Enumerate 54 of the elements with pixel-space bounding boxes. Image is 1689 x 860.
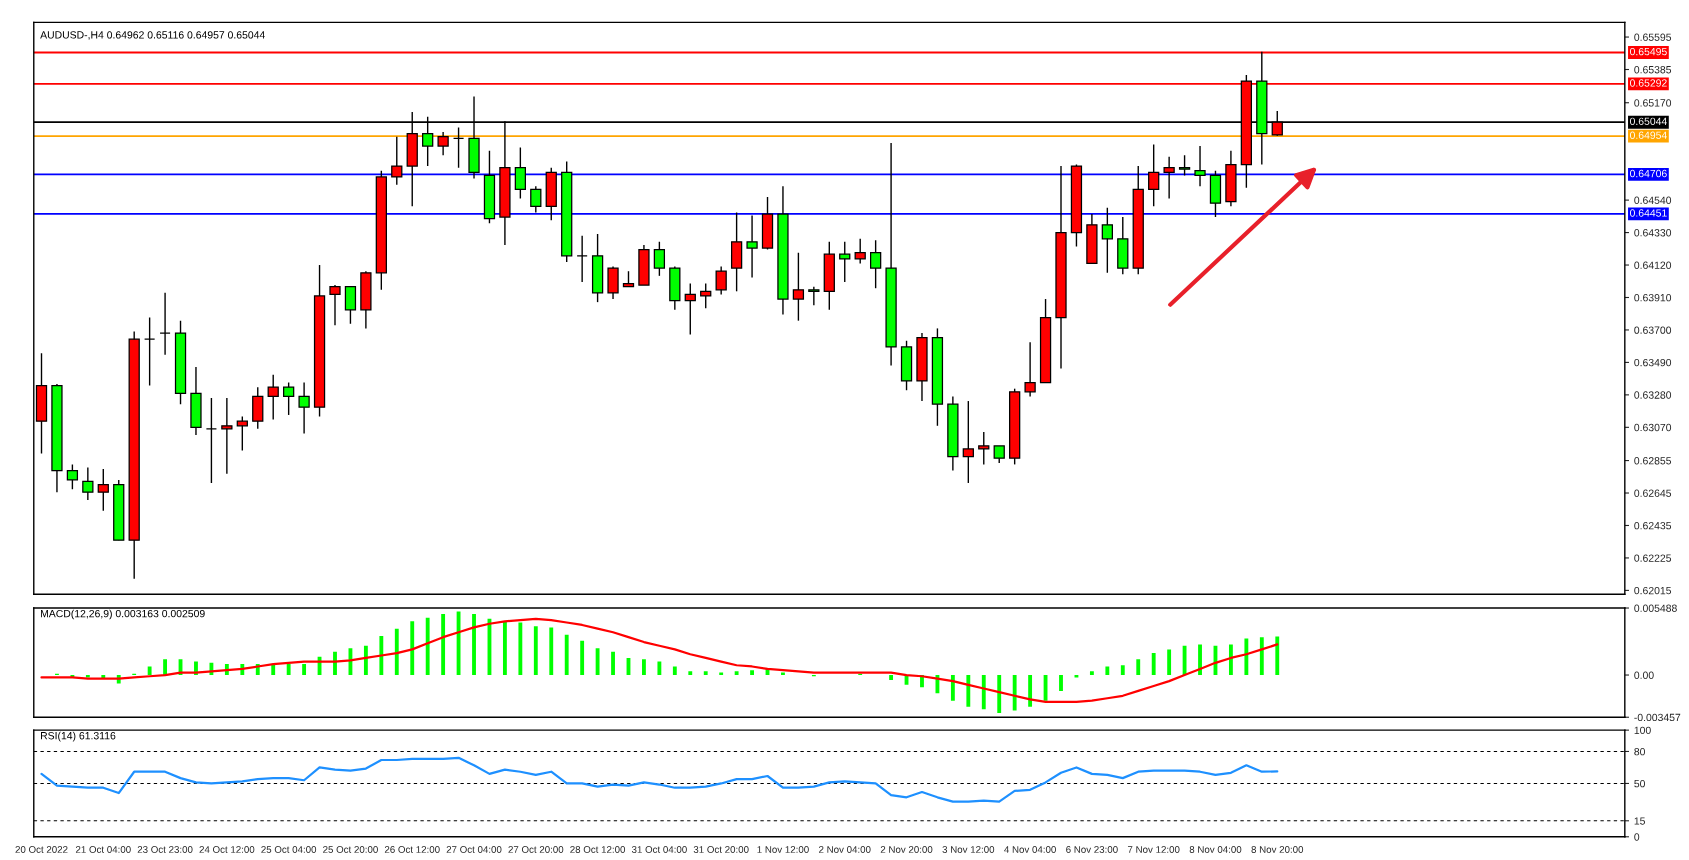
x-tick-label: 8 Nov 04:00 bbox=[1189, 846, 1242, 853]
y-tick-label: 0.62435 bbox=[1634, 521, 1672, 530]
chart-title: RSI(14) 61.3116 bbox=[41, 731, 116, 742]
x-tick-label: 6 Nov 23:00 bbox=[1066, 846, 1118, 853]
x-tick-label: 8 Nov 20:00 bbox=[1251, 846, 1304, 853]
y-tick-label: 15 bbox=[1634, 817, 1645, 825]
text: AUDUSD-,H4 0.64962 0.65116 0.64957 0.65044 bbox=[40, 31, 265, 40]
y-tick-label: 0.63070 bbox=[1634, 423, 1672, 432]
y-tick-label: 0.65170 bbox=[1634, 99, 1672, 107]
ref-line-label: 0.65292 bbox=[1630, 79, 1667, 87]
x-tick-label: 27 Oct 20:00 bbox=[508, 846, 564, 853]
x-tick-label: 2 Nov 20:00 bbox=[880, 846, 933, 853]
x-tick-label: 26 Oct 12:00 bbox=[384, 846, 440, 853]
y-tick-label: 0.63490 bbox=[1634, 358, 1672, 367]
y-tick-label: 100 bbox=[1634, 726, 1651, 735]
y-tick-label: 0.63700 bbox=[1634, 326, 1672, 334]
ref-line-label: 0.64706 bbox=[1630, 169, 1667, 178]
y-tick-label: 0.65385 bbox=[1634, 66, 1672, 74]
y-tick-label: 0.00 bbox=[1634, 671, 1654, 679]
ref-line-label: 0.64451 bbox=[1630, 209, 1667, 217]
y-tick-label: 0.63910 bbox=[1634, 293, 1672, 302]
x-tick-label: 31 Oct 20:00 bbox=[693, 846, 749, 853]
y-tick-label: 0.62015 bbox=[1634, 586, 1672, 595]
ref-line-label: 0.65044 bbox=[1630, 117, 1667, 126]
y-tick-label: 0.005488 bbox=[1634, 604, 1677, 612]
ref-line-label: 0.65495 bbox=[1630, 47, 1667, 56]
x-tick-label: 24 Oct 12:00 bbox=[199, 846, 255, 853]
x-tick-label: 31 Oct 04:00 bbox=[631, 846, 687, 853]
y-tick-label: 80 bbox=[1634, 747, 1646, 756]
x-tick-label: 2 Nov 04:00 bbox=[819, 846, 871, 853]
x-tick-label: 1 Nov 12:00 bbox=[757, 846, 809, 853]
y-tick-label: 0.64120 bbox=[1634, 261, 1672, 269]
chart-title: MACD(12,26,9) 0.003163 0.002509 bbox=[41, 609, 205, 620]
ref-line-label: 0.64954 bbox=[1630, 131, 1667, 139]
x-tick-label: 7 Nov 12:00 bbox=[1127, 846, 1180, 853]
y-tick-label: 0.65595 bbox=[1634, 33, 1672, 41]
x-tick-label: 4 Nov 04:00 bbox=[1004, 846, 1056, 853]
x-tick-label: 21 Oct 04:00 bbox=[75, 846, 131, 853]
x-tick-label: 28 Oct 12:00 bbox=[570, 846, 626, 853]
y-tick-label: 0.62225 bbox=[1634, 554, 1672, 562]
x-tick-label: 20 Oct 2022 bbox=[15, 846, 68, 853]
x-tick-label: 27 Oct 04:00 bbox=[446, 846, 502, 853]
y-tick-label: -0.003457 bbox=[1634, 713, 1681, 722]
y-tick-label: 0.62645 bbox=[1634, 489, 1672, 497]
y-tick-label: 50 bbox=[1634, 779, 1646, 788]
x-tick-label: 25 Oct 20:00 bbox=[323, 846, 378, 853]
y-tick-label: 0 bbox=[1634, 833, 1640, 841]
x-tick-label: 25 Oct 04:00 bbox=[261, 846, 317, 853]
x-tick-label: 3 Nov 12:00 bbox=[942, 846, 995, 853]
x-tick-label: 23 Oct 23:00 bbox=[137, 846, 193, 853]
y-tick-label: 0.62855 bbox=[1634, 457, 1672, 465]
y-tick-label: 0.64540 bbox=[1634, 196, 1672, 204]
y-tick-label: 0.64330 bbox=[1634, 229, 1672, 237]
y-tick-label: 0.63280 bbox=[1634, 391, 1672, 399]
